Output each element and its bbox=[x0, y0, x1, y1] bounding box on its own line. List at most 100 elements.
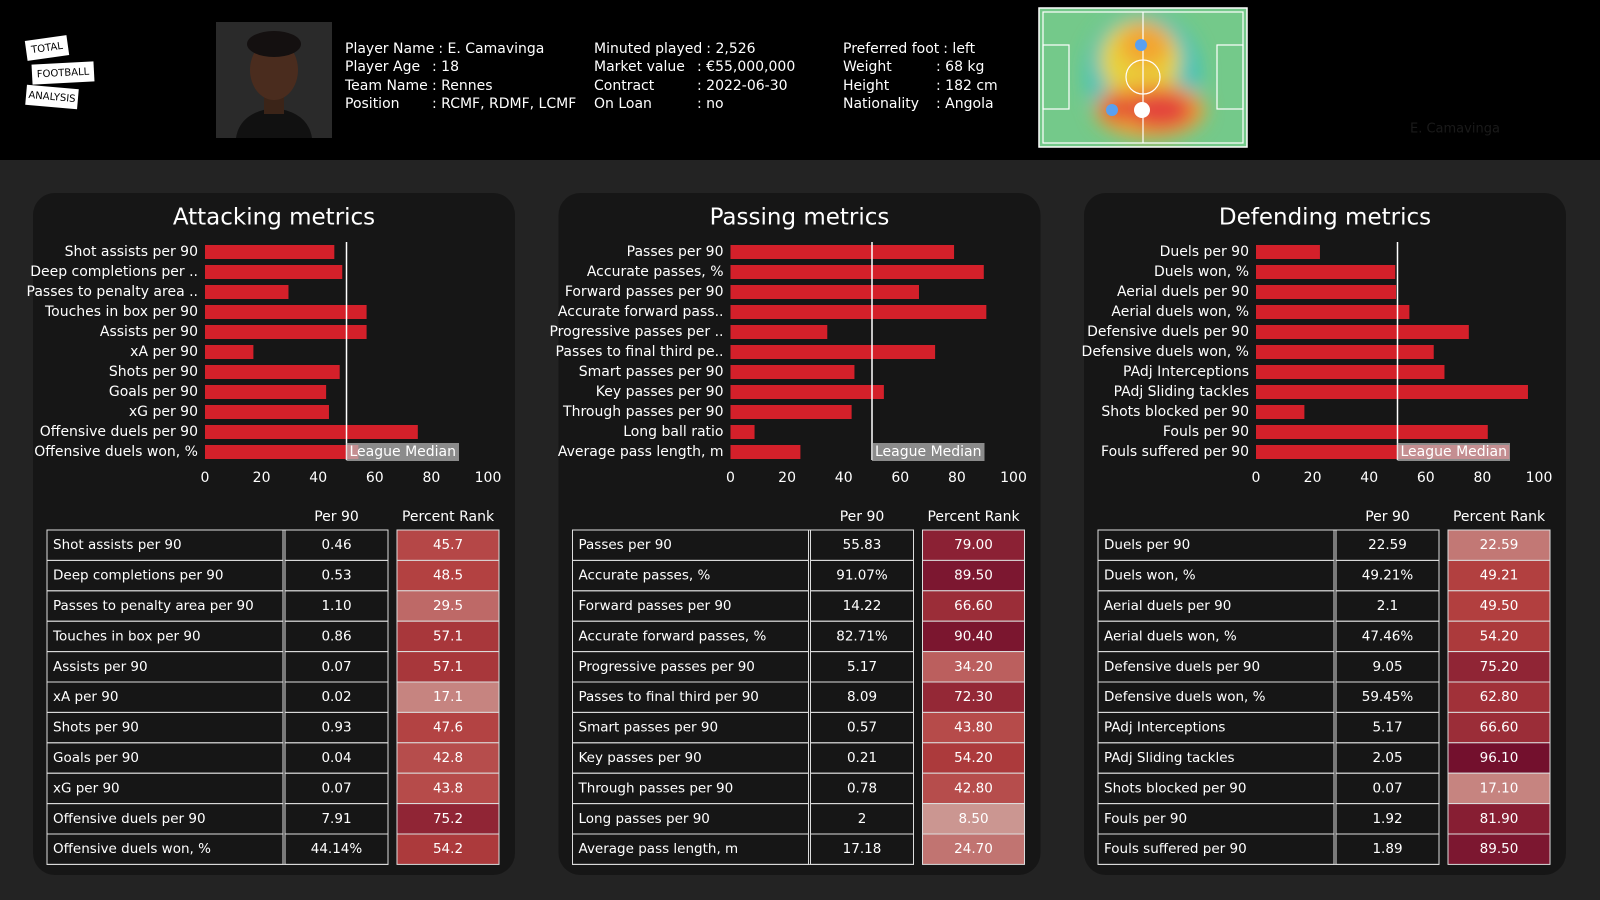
bar-label: Shots blocked per 90 bbox=[1101, 404, 1249, 420]
info-label: Team Name bbox=[344, 78, 428, 94]
percent-rank: 62.80 bbox=[1480, 689, 1519, 705]
rank-cell bbox=[922, 590, 1025, 622]
rank-cell bbox=[922, 772, 1025, 805]
x-tick-label: 0 bbox=[1252, 470, 1261, 486]
photo-hair bbox=[247, 31, 301, 57]
bar bbox=[1256, 345, 1434, 359]
rank-cell bbox=[396, 803, 500, 835]
metric-name: Shots blocked per 90 bbox=[1104, 780, 1246, 796]
bar-label: Goals per 90 bbox=[109, 384, 198, 400]
panel-title: Attacking metrics bbox=[173, 205, 375, 231]
watermark: E. Camavinga bbox=[1410, 122, 1500, 137]
logo-box bbox=[31, 61, 95, 85]
name-cell bbox=[572, 833, 809, 865]
bar bbox=[730, 425, 755, 439]
median-label-bg bbox=[1397, 443, 1510, 461]
x-tick-label: 60 bbox=[1417, 470, 1435, 486]
photo-shoulders bbox=[236, 108, 312, 138]
bar bbox=[730, 445, 801, 459]
per90-value: 0.04 bbox=[321, 750, 351, 766]
bar bbox=[205, 345, 254, 359]
bar-label: Aerial duels won, % bbox=[1111, 304, 1249, 320]
info-label: Position bbox=[345, 96, 400, 112]
x-tick-label: 40 bbox=[309, 470, 327, 486]
percent-rank: 66.60 bbox=[1480, 720, 1519, 736]
percent-rank: 75.20 bbox=[1480, 659, 1519, 675]
info-label: On Loan bbox=[594, 96, 652, 112]
bar-label: xA per 90 bbox=[130, 344, 198, 360]
panel-title: Defending metrics bbox=[1219, 205, 1431, 231]
bar bbox=[205, 285, 289, 299]
bar bbox=[1256, 425, 1488, 439]
per90-value: 82.71% bbox=[836, 628, 888, 644]
value-cell bbox=[1335, 833, 1440, 865]
rank-cell bbox=[1447, 711, 1551, 744]
value-cell bbox=[810, 833, 914, 865]
bar bbox=[205, 385, 327, 399]
bar-label: Through passes per 90 bbox=[562, 404, 723, 420]
percent-rank: 72.30 bbox=[954, 689, 993, 705]
per90-value: 59.45% bbox=[1362, 689, 1414, 705]
bar-label: Shots per 90 bbox=[109, 364, 198, 380]
bar-label: Offensive duels per 90 bbox=[40, 424, 198, 440]
metric-name: Aerial duels won, % bbox=[1104, 628, 1237, 644]
bar bbox=[1256, 325, 1469, 339]
info-label: Preferred foot bbox=[843, 41, 940, 57]
bar-label: Fouls per 90 bbox=[1163, 424, 1249, 440]
percent-rank: 89.50 bbox=[1480, 841, 1519, 857]
x-tick-label: 20 bbox=[778, 470, 796, 486]
bar-label: Passes to final third pe.. bbox=[556, 344, 724, 360]
metric-name: Accurate forward passes, % bbox=[579, 628, 767, 644]
percent-rank: 24.70 bbox=[954, 841, 993, 857]
table-header: Per 90 bbox=[840, 509, 885, 525]
metric-name: PAdj Interceptions bbox=[1104, 720, 1225, 736]
bar bbox=[730, 245, 955, 259]
rank-cell bbox=[922, 620, 1025, 653]
logo-text: FOOTBALL bbox=[37, 67, 90, 81]
info-value: : 2,526 bbox=[706, 41, 755, 57]
bar-label: Touches in box per 90 bbox=[44, 304, 198, 320]
metric-name: Deep completions per 90 bbox=[53, 568, 223, 584]
rank-cell bbox=[922, 803, 1025, 835]
bar-label: Defensive duels won, % bbox=[1082, 344, 1249, 360]
info-label: Contract bbox=[594, 78, 655, 94]
metric-panel: Passing metrics Passes per 90 Accurate pas… bbox=[549, 193, 1041, 875]
bar-label: Defensive duels per 90 bbox=[1087, 324, 1249, 340]
logo-box bbox=[24, 35, 70, 61]
pitch-line bbox=[1125, 59, 1161, 95]
bar bbox=[1256, 385, 1528, 399]
info-value: : 2022-06-30 bbox=[697, 78, 788, 94]
percent-rank: 17.1 bbox=[433, 689, 463, 705]
metric-name: xA per 90 bbox=[53, 689, 118, 705]
logo-box bbox=[25, 84, 79, 110]
rank-cell bbox=[396, 620, 500, 653]
metric-name: Defensive duels won, % bbox=[1104, 689, 1266, 705]
metric-name: Accurate passes, % bbox=[579, 568, 711, 584]
info-value: : left bbox=[943, 41, 975, 57]
bar bbox=[205, 365, 340, 379]
x-tick-label: 80 bbox=[948, 470, 966, 486]
position-dot bbox=[1134, 102, 1150, 118]
per90-value: 0.86 bbox=[321, 628, 351, 644]
metric-name: Passes to penalty area per 90 bbox=[53, 598, 254, 614]
bar-label: Deep completions per .. bbox=[30, 264, 198, 280]
rank-cell bbox=[396, 681, 500, 713]
median-label-bg bbox=[872, 443, 985, 461]
percent-rank: 57.1 bbox=[433, 628, 463, 644]
bar bbox=[730, 285, 919, 299]
info-value: : €55,000,000 bbox=[697, 59, 795, 75]
bar bbox=[730, 305, 987, 319]
bar bbox=[730, 385, 884, 399]
player-info: Player Name: E. Camavinga Player Age: 18T… bbox=[344, 41, 998, 112]
percent-rank: 54.20 bbox=[1480, 628, 1519, 644]
rank-cell bbox=[1447, 529, 1551, 561]
bar bbox=[730, 405, 852, 419]
percent-rank: 79.00 bbox=[954, 537, 993, 553]
info-value: : 182 cm bbox=[936, 78, 998, 94]
median-label: League Median bbox=[1401, 444, 1508, 460]
metric-name: Aerial duels per 90 bbox=[1104, 598, 1231, 614]
percent-rank: 17.10 bbox=[1480, 780, 1519, 796]
bar-label: Average pass length, m bbox=[558, 444, 724, 460]
logo: TOTAL FOOTBALL ANALYSIS bbox=[24, 35, 95, 110]
bar-label: Assists per 90 bbox=[100, 324, 198, 340]
